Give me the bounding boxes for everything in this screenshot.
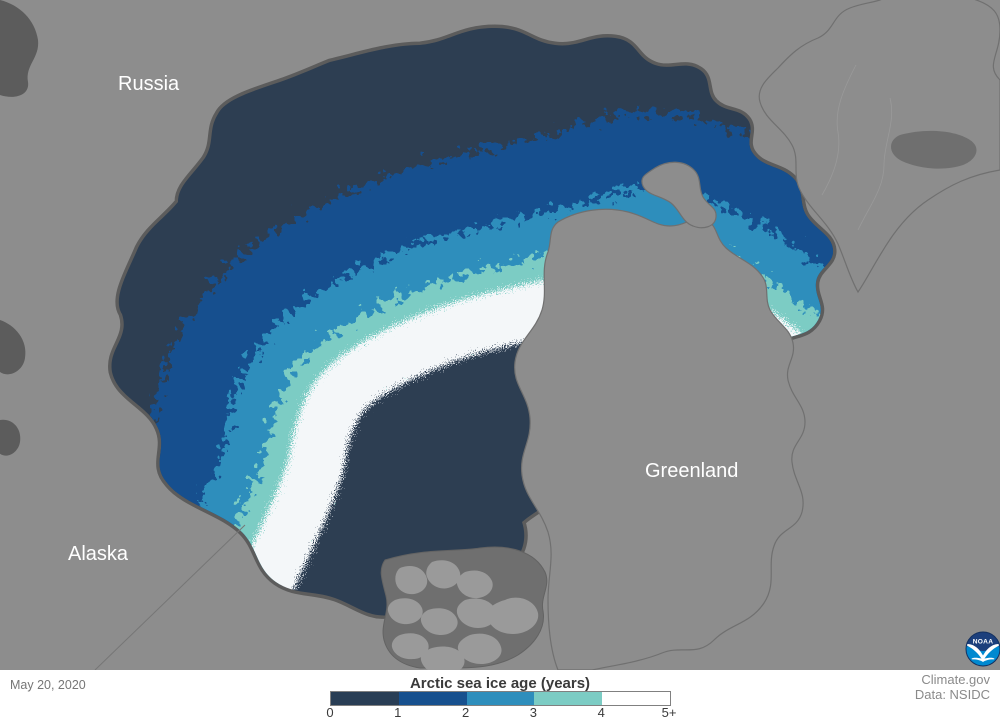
svg-text:Greenland: Greenland (645, 460, 738, 482)
svg-text:Alaska: Alaska (68, 543, 129, 565)
svg-text:NOAA: NOAA (973, 639, 994, 646)
svg-text:Russia: Russia (118, 73, 180, 95)
